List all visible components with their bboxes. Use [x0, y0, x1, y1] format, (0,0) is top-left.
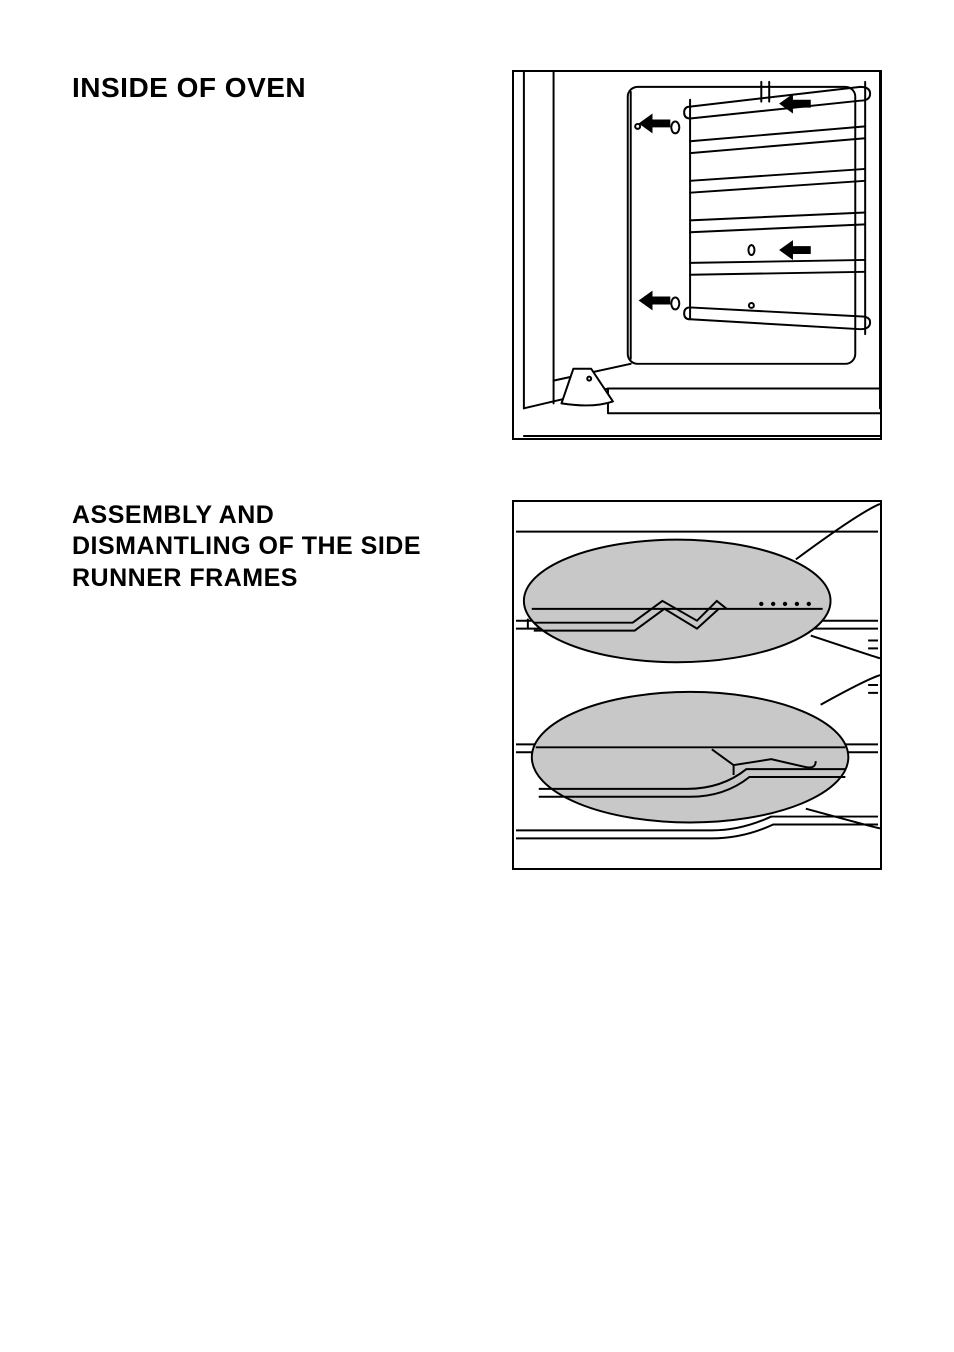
figure-runner-detail: [512, 500, 882, 870]
heading-inside-oven: INSIDE OF OVEN: [72, 70, 452, 105]
heading-assembly-dismantling: ASSEMBLY AND DISMANTLING OF THE SIDE RUN…: [72, 500, 452, 594]
callout-top: [524, 504, 880, 662]
section-assembly-dismantling: ASSEMBLY AND DISMANTLING OF THE SIDE RUN…: [72, 500, 882, 870]
figure-oven-interior: [512, 70, 882, 440]
arrow-group: [639, 94, 811, 311]
manual-page: INSIDE OF OVEN: [0, 0, 954, 1352]
oven-interior-illustration: [514, 72, 880, 438]
section-inside-oven: INSIDE OF OVEN: [72, 70, 882, 440]
callout-bottom: [532, 675, 880, 828]
runner-detail-illustration: [514, 502, 880, 868]
